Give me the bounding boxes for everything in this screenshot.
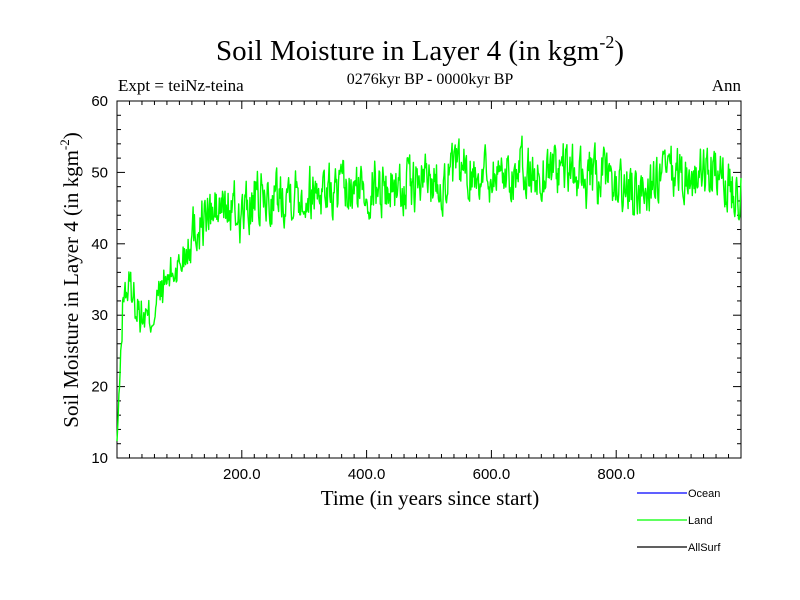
y-tick-label: 50 (91, 164, 108, 181)
y-axis-label: Soil Moisture in Layer 4 (in kgm-2) (57, 132, 83, 427)
legend-label-ocean: Ocean (688, 488, 720, 500)
chart-subtitle: 0276kyr BP - 0000kyr BP (347, 71, 514, 88)
y-tick-label: 40 (91, 236, 108, 253)
minor-ticks (116, 100, 742, 459)
x-tick-label: 800.0 (597, 466, 635, 483)
chart-title: Soil Moisture in Layer 4 (in kgm-2) (216, 32, 624, 67)
experiment-label: Expt = teiNz-teina (118, 76, 244, 95)
x-tick-label: 400.0 (348, 466, 386, 483)
legend-label-allsurf: AllSurf (688, 542, 721, 554)
land-series-line (116, 135, 742, 442)
x-tick-label: 600.0 (473, 466, 511, 483)
x-tick-label: 200.0 (223, 466, 261, 483)
x-tick-labels: 200.0 400.0 600.0 800.0 (223, 466, 635, 483)
legend-label-land: Land (688, 515, 712, 527)
x-axis-label: Time (in years since start) (321, 486, 540, 510)
y-tick-label: 30 (91, 307, 108, 324)
y-tick-labels: 10 20 30 40 50 60 (91, 93, 108, 467)
season-label: Ann (712, 76, 742, 95)
y-tick-label: 20 (91, 379, 108, 396)
y-tick-label: 60 (91, 93, 108, 110)
plot-frame (116, 100, 742, 459)
legend: Ocean Land AllSurf (637, 488, 721, 554)
y-tick-label: 10 (91, 450, 108, 467)
